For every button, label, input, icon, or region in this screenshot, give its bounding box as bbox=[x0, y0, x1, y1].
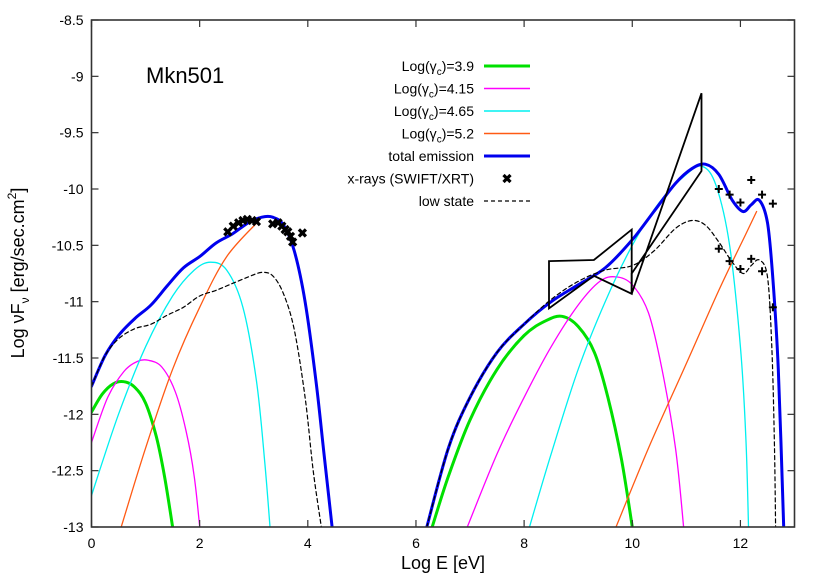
y-tick-label: -11 bbox=[64, 294, 83, 310]
x-tick-label: 6 bbox=[412, 535, 420, 551]
curve-log-c-3-9 bbox=[91, 379, 175, 527]
bowtie-high-energy bbox=[630, 92, 703, 295]
tev-low-state-point bbox=[758, 267, 767, 276]
y-axis-title-subscript: ν bbox=[18, 297, 32, 303]
tev-high-state-point bbox=[758, 190, 767, 199]
y-tick-label: -13 bbox=[63, 519, 83, 535]
tev-high-state-point bbox=[736, 198, 745, 207]
xray-point bbox=[288, 237, 298, 247]
y-tick-label: -9.5 bbox=[59, 125, 83, 141]
curve-low-state bbox=[426, 219, 777, 527]
tev-high-state-point bbox=[725, 190, 734, 199]
y-tick-label: -10.5 bbox=[52, 237, 84, 253]
y-axis-title-units: [erg/sec.cm bbox=[8, 199, 28, 297]
x-tick-label: 0 bbox=[88, 535, 96, 551]
curve-log-c-5-2 bbox=[615, 210, 758, 527]
legend-label: Log(γc)=4.15 bbox=[394, 81, 474, 101]
legend-marker-icon bbox=[502, 173, 512, 184]
legend-label: Log(γc)=4.65 bbox=[394, 103, 474, 123]
legend-item-total-emission: total emission bbox=[388, 148, 530, 164]
y-tick-label: -10 bbox=[63, 181, 83, 197]
x-axis-ticks: 0 2 4 6 8 10 12 bbox=[88, 20, 749, 551]
curve-low-state bbox=[91, 271, 322, 527]
tev-low-state-point bbox=[725, 257, 734, 266]
curve-log-c-4-15 bbox=[466, 276, 685, 527]
x-tick-label: 8 bbox=[520, 535, 528, 551]
x-axis-title: Log E [eV] bbox=[401, 553, 485, 573]
x-tick-label: 4 bbox=[304, 535, 312, 551]
x-tick-label: 12 bbox=[733, 535, 749, 551]
y-axis-title-prefix: Log νF bbox=[8, 303, 28, 358]
xray-point bbox=[285, 231, 296, 241]
curve-log-c-3-9 bbox=[430, 314, 634, 527]
x-tick-label: 10 bbox=[624, 535, 640, 551]
y-axis-title: Log νFν [erg/sec.cm2] bbox=[5, 188, 32, 359]
y-tick-label: -12.5 bbox=[52, 463, 84, 479]
legend-label: low state bbox=[419, 193, 474, 209]
legend-item-log-c-3-9: Log(γc)=3.9 bbox=[402, 58, 530, 78]
data-points bbox=[223, 175, 777, 312]
plot-frame bbox=[90, 19, 796, 528]
tev-high-state-point bbox=[714, 185, 723, 193]
curve-log-c-4-65 bbox=[528, 165, 750, 527]
y-axis-title-close: ] bbox=[8, 188, 28, 193]
curve-log-c-4-65 bbox=[91, 261, 271, 527]
tev-low-state-point bbox=[768, 303, 777, 312]
axes: 0 2 4 6 8 10 12 -8.5-9-9.5-10-10.5-11-11.5-12-… bbox=[52, 12, 796, 551]
legend-item-log-c-4-15: Log(γc)=4.15 bbox=[394, 81, 530, 101]
legend-item-log-c-4-65: Log(γc)=4.65 bbox=[394, 103, 530, 123]
y-axis-ticks: -8.5 -9 -9.5 -10 -10.5 -11 -11.5 -12 -12.5 -13 bbox=[52, 12, 795, 535]
xray-point bbox=[251, 217, 262, 227]
x-tick-label: 2 bbox=[196, 535, 204, 551]
legend-item-low-state: low state bbox=[419, 193, 530, 209]
legend-label: Log(γc)=3.9 bbox=[402, 58, 475, 78]
legend-label: x-rays (SWIFT/XRT) bbox=[347, 171, 474, 187]
y-tick-label: -9 bbox=[71, 68, 84, 84]
bowtie-spectra bbox=[548, 92, 703, 311]
tev-low-state-point bbox=[747, 254, 756, 263]
source-annotation: Mkn501 bbox=[146, 63, 224, 88]
y-tick-label: -11.5 bbox=[53, 350, 84, 366]
y-axis-title-superscript: 2 bbox=[5, 192, 19, 199]
legend-label: total emission bbox=[388, 148, 474, 164]
legend-item-x-rays-swift-xrt: x-rays (SWIFT/XRT) bbox=[347, 171, 512, 187]
model-curves bbox=[91, 162, 786, 527]
curve-log-c-4-15 bbox=[91, 359, 201, 527]
legend-label: Log(γc)=5.2 bbox=[402, 126, 475, 146]
legend-item-log-c-5-2: Log(γc)=5.2 bbox=[402, 126, 530, 146]
tev-low-state-point bbox=[714, 244, 723, 253]
tev-low-state-point bbox=[736, 264, 745, 273]
xray-point bbox=[297, 228, 308, 238]
y-tick-label: -12 bbox=[63, 406, 83, 422]
curve-total-emission bbox=[425, 162, 786, 527]
y-tick-label: -8.5 bbox=[59, 12, 83, 28]
tev-high-state-point bbox=[768, 199, 777, 208]
curve-total-emission bbox=[91, 214, 334, 527]
curve-log-c-5-2 bbox=[120, 219, 260, 527]
tev-high-state-point bbox=[747, 175, 756, 184]
